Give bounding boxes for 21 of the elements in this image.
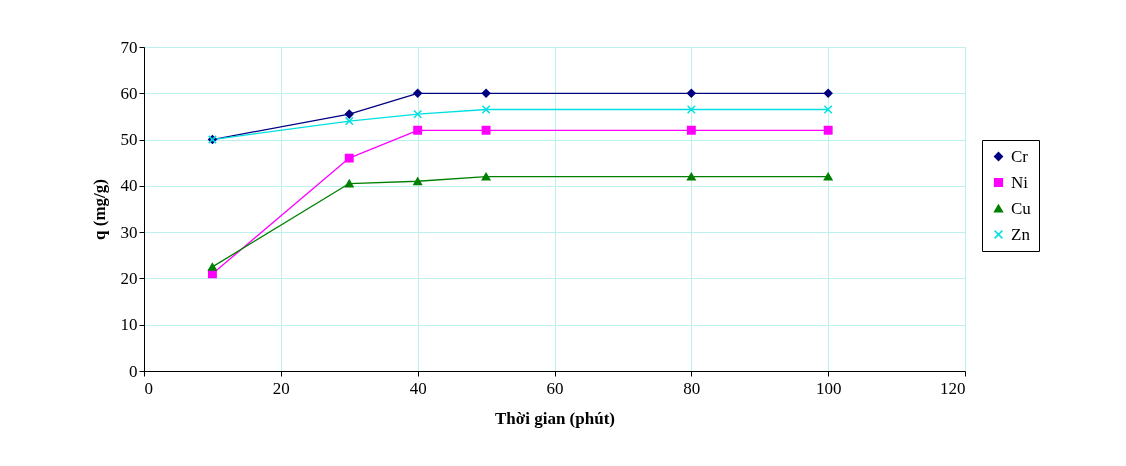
x-tick-label: 80: [683, 378, 701, 398]
y-tick-label: 40: [120, 176, 138, 196]
y-tick-label: 20: [120, 268, 138, 288]
y-tick-label: 0: [129, 361, 138, 381]
legend-label: Cr: [1011, 146, 1029, 166]
y-tick-label: 60: [120, 83, 138, 103]
x-tick-label: 120: [940, 378, 966, 398]
legend-label: Zn: [1011, 224, 1031, 244]
x-tick-label: 0: [144, 378, 153, 398]
x-tick-label: 60: [546, 378, 564, 398]
x-tick-label: 40: [409, 378, 427, 398]
x-tick-label: 20: [272, 378, 290, 398]
x-axis-title: Thời gian (phút): [495, 408, 615, 428]
x-tick-label: 100: [815, 378, 842, 398]
y-tick-label: 10: [120, 315, 138, 335]
y-axis-title: q (mg/g): [89, 179, 109, 240]
y-tick-label: 70: [120, 37, 138, 57]
legend-label: Cu: [1011, 198, 1032, 218]
y-tick-label: 50: [120, 130, 138, 150]
legend-label: Ni: [1011, 172, 1029, 192]
y-tick-label: 30: [120, 222, 138, 242]
